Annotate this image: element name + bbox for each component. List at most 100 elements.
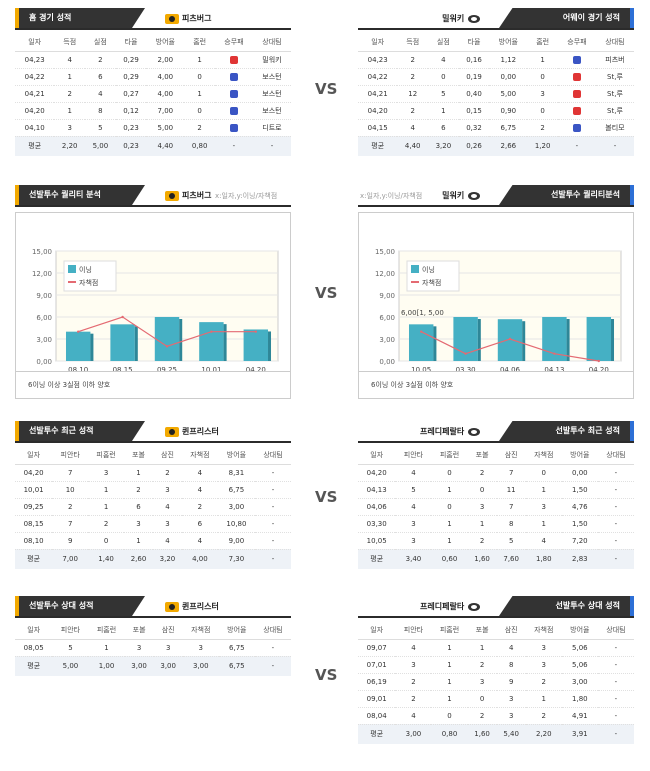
table-cell: [214, 85, 253, 103]
table-cell: 4: [152, 498, 182, 516]
table-row: 04,23 4 2 0,29 2,00 1 밀워키: [15, 51, 291, 69]
column-header: 상대팀: [255, 447, 291, 465]
table-row: 09,25 2 1 6 4 2 3,00-: [15, 498, 291, 516]
x-tick-label: 08,15: [113, 366, 133, 371]
table-row: 04,06 4 0 3 7 3 4,76-: [358, 498, 634, 516]
table-cell: 04,06: [358, 498, 396, 516]
table-cell: 2: [397, 51, 429, 69]
y-tick-label: 6,00: [36, 314, 52, 322]
table-cell: 4,76: [561, 498, 598, 516]
y-tick-label: 12,00: [375, 270, 395, 278]
table-cell: 5,00: [85, 136, 116, 156]
table-cell: 4: [395, 639, 432, 657]
bar-shadow: [179, 319, 183, 361]
column-header: 일자: [15, 34, 55, 52]
table-cell: [214, 51, 253, 69]
table-cell: 보스턴: [252, 85, 291, 103]
table-cell: 4: [395, 498, 432, 516]
table-cell: 3: [395, 656, 432, 674]
team-name: 피츠버그: [165, 190, 211, 201]
table-cell: -: [557, 136, 596, 156]
pirates-logo-icon: [165, 426, 179, 437]
table-cell: 5: [428, 85, 459, 103]
column-header: 상대팀: [597, 622, 634, 640]
panel-header: 홈 경기 성적 피츠버그: [15, 8, 291, 30]
column-header: 방어율: [489, 34, 528, 52]
table-cell: -: [597, 515, 634, 533]
loss-icon: [229, 55, 238, 64]
table-row: 04,15 4 6 0,32 6,75 2 볼티모: [358, 119, 634, 137]
table-cell: 3,00: [124, 656, 154, 676]
quality-chart-svg: 15,00 12,00 9,00 6,00 3,00 0,00 08,10 08,15 09,2…: [32, 248, 279, 374]
table-cell: 1: [525, 515, 562, 533]
table-cell: 3: [525, 498, 562, 516]
panel-header: 선발투수 최근 성적 퀸프리스터: [15, 421, 291, 443]
pitcher-name: 퀸프리스터: [165, 426, 219, 437]
home-recent-panel: 선발투수 최근 성적 퀸프리스터 일자 피안타 피홈런 포볼 삼진 자책점 방어율 상대팀 04…: [15, 421, 291, 569]
column-header: 포볼: [467, 622, 497, 640]
table-cell: 0: [467, 481, 497, 499]
table-cell: 4,00: [146, 68, 185, 86]
table-cell: 04,21: [15, 85, 55, 103]
table-cell: 2: [181, 498, 218, 516]
table-cell: 3: [395, 515, 432, 533]
column-header: 득점: [397, 34, 429, 52]
table-cell: 평균: [15, 656, 53, 676]
table-cell: 3: [467, 498, 497, 516]
table-cell: 04,23: [15, 51, 55, 69]
column-header: 피안타: [52, 447, 89, 465]
loss-icon: [572, 106, 581, 115]
table-cell: 6: [124, 498, 153, 516]
table-cell: 1: [431, 639, 468, 657]
table-cell: 4: [181, 481, 218, 499]
table-cell: 0,80: [184, 136, 215, 156]
table-cell: 3: [525, 656, 562, 674]
table-cell: 8,31: [217, 464, 256, 482]
table-cell: -: [597, 481, 634, 499]
table-cell: 7: [496, 498, 526, 516]
table-cell: 2: [467, 707, 497, 725]
table-cell: 04,13: [358, 481, 396, 499]
table-cell: 5,06: [561, 656, 598, 674]
table-cell: 0: [431, 464, 468, 482]
line-point: [254, 330, 257, 333]
table-cell: 5: [52, 639, 89, 657]
legend-swatch: [411, 265, 419, 273]
table-row: 06,19 2 1 3 9 2 3,00-: [358, 673, 634, 691]
line-point: [77, 330, 80, 333]
y-tick-label: 9,00: [379, 292, 395, 300]
panel-title: 선발투수 최근 성적: [499, 421, 634, 441]
table-cell: -: [214, 136, 253, 156]
table-cell: 4: [397, 119, 429, 137]
table-cell: 0,29: [115, 68, 147, 86]
table-cell: 2: [54, 85, 86, 103]
table-row: 08,05 5 1 3 3 3 6,75-: [15, 639, 291, 657]
table-cell: 0: [431, 707, 468, 725]
quality-chart-svg: 15,00 12,00 9,00 6,00 3,00 0,00 10,05 03,30 04,0…: [375, 248, 622, 374]
table-cell: 1,50: [561, 481, 598, 499]
panel-title: 선발투수 상대 성적: [499, 596, 634, 616]
column-header: 방어율: [561, 622, 598, 640]
table-cell: -: [597, 724, 634, 744]
table-cell: 3,00: [182, 656, 219, 676]
table-row: 04,20 7 3 1 2 4 8,31-: [15, 464, 291, 482]
legend-swatch: [68, 265, 76, 273]
bar-shadow: [90, 333, 94, 361]
column-header: 일자: [15, 447, 53, 465]
table-cell: 0,00: [489, 68, 528, 86]
table-cell: 5: [85, 119, 116, 137]
table-cell: 1: [88, 498, 125, 516]
table-cell: -: [595, 136, 634, 156]
table-cell: St,루: [595, 68, 634, 86]
y-tick-label: 3,00: [379, 336, 395, 344]
brewers-logo-icon: [467, 191, 481, 201]
column-header: 상대팀: [597, 447, 634, 465]
home-quality-panel: 선발투수 퀄리티 분석 피츠버그 x:일자,y:이닝/자책점 15,00 12,0…: [15, 185, 291, 399]
bar: [154, 317, 180, 361]
table-cell: 04,22: [358, 68, 398, 86]
panel-title: 선발투수 퀄리티 분석: [15, 185, 145, 205]
brewers-logo-icon: [467, 602, 481, 612]
table-cell: 4: [496, 639, 526, 657]
line-point: [165, 345, 169, 348]
column-header: 타율: [115, 34, 147, 52]
